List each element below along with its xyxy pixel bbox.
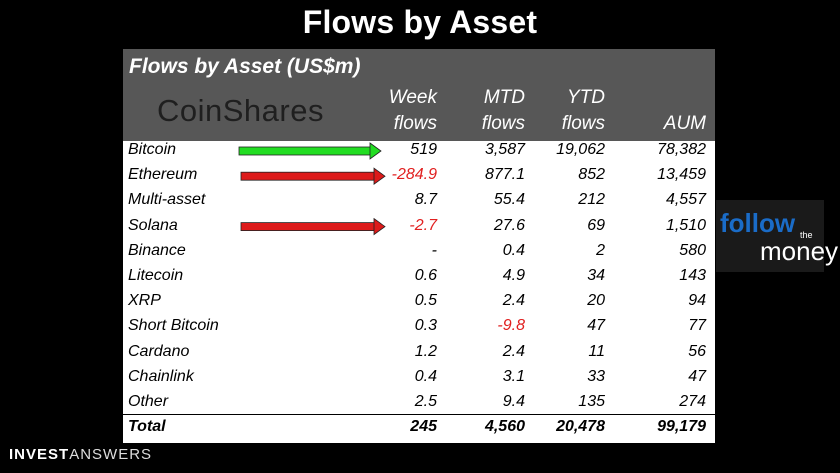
column-header-2: MTD flows: [435, 85, 525, 137]
mtd-value: 3.1: [502, 367, 525, 385]
ytd-value: 34: [587, 267, 605, 284]
asset-name: Bitcoin: [128, 141, 177, 158]
column-header-4: AUM: [616, 85, 706, 137]
ytd-value: 19,062: [556, 141, 605, 158]
week-value: 2.5: [414, 393, 437, 410]
the-word: the: [800, 230, 813, 240]
brand-bold: INVEST: [9, 446, 70, 463]
mtd-value: 3,587: [484, 141, 525, 158]
column-header-line2: AUM: [663, 113, 706, 134]
aum-value: 99,179: [657, 418, 706, 435]
follow-the-money-logo: follow the money: [716, 200, 838, 272]
asset-name: Short Bitcoin: [128, 317, 219, 335]
asset-name: Chainlink: [128, 367, 194, 385]
asset-name: Other: [128, 393, 169, 410]
mtd-value: 55.4: [493, 191, 525, 209]
ytd-value: 69: [587, 216, 605, 234]
aum-value: 1,510: [665, 216, 706, 234]
mtd-value: 4,560: [484, 418, 525, 435]
ytd-value: 20,478: [556, 418, 605, 435]
week-value: 0.5: [414, 292, 437, 310]
column-header-3: YTD flows: [515, 85, 605, 137]
aum-value: 47: [688, 367, 706, 385]
week-value: 245: [410, 418, 437, 435]
table-caption: Flows by Asset (US$m): [129, 55, 361, 78]
week-value: 519: [410, 141, 437, 158]
week-value: 8.7: [414, 191, 437, 209]
total-divider: [123, 414, 715, 415]
mtd-value: -9.8: [497, 317, 525, 335]
asset-name: Litecoin: [128, 267, 184, 284]
asset-name: Ethereum: [128, 166, 198, 184]
mtd-value: 4.9: [502, 267, 525, 284]
column-header-line1: [616, 85, 706, 111]
aum-value: 274: [679, 393, 706, 410]
ytd-value: 11: [588, 342, 605, 360]
mtd-value: 2.4: [502, 342, 525, 360]
ytd-value: 212: [578, 191, 605, 209]
mtd-value: 2.4: [502, 292, 525, 310]
investanswers-logo: INVESTANSWERS: [9, 446, 152, 463]
mtd-value: 877.1: [484, 166, 525, 184]
asset-name: Multi-asset: [128, 191, 206, 209]
column-header-line2: flows: [393, 113, 437, 134]
follow-word: follow: [720, 208, 796, 238]
aum-value: 13,459: [657, 166, 706, 184]
mtd-value: 9.4: [502, 393, 525, 410]
ytd-value: 2: [596, 241, 605, 259]
column-header-line2: flows: [561, 113, 605, 134]
aum-value: 94: [688, 292, 706, 310]
flows-table: Flows by Asset (US$m) CoinShares Week flo…: [123, 49, 715, 443]
ytd-value: 135: [578, 393, 605, 410]
green-arrow: [238, 142, 382, 160]
coinshares-logo: CoinShares: [157, 93, 324, 128]
asset-name: XRP: [128, 292, 161, 310]
column-header-line1: Week: [388, 87, 437, 108]
aum-value: 78,382: [657, 141, 706, 158]
week-value: -2.7: [409, 216, 437, 234]
week-value: -284.9: [391, 166, 437, 184]
brand-light: ANSWERS: [69, 446, 153, 463]
red-arrow: [240, 217, 386, 236]
week-value: 0.6: [414, 267, 437, 284]
asset-name: Solana: [128, 216, 178, 234]
column-header-line1: MTD: [483, 87, 525, 108]
page-title: Flows by Asset: [302, 4, 538, 40]
asset-name: Cardano: [128, 342, 190, 360]
aum-value: 77: [688, 317, 706, 335]
mtd-value: 27.6: [493, 216, 525, 234]
week-value: 0.4: [414, 367, 437, 385]
week-value: 1.2: [414, 342, 437, 360]
money-word: money: [760, 236, 839, 266]
ytd-value: 47: [587, 317, 605, 335]
red-arrow: [240, 167, 386, 185]
aum-value: 143: [679, 267, 706, 284]
ytd-value: 33: [587, 367, 605, 385]
week-value: -: [431, 241, 437, 259]
ytd-value: 852: [578, 166, 605, 184]
mtd-value: 0.4: [502, 241, 525, 259]
asset-name: Total: [128, 418, 166, 435]
column-header-line2: flows: [481, 113, 525, 134]
aum-value: 580: [679, 241, 706, 259]
asset-name: Binance: [128, 241, 186, 259]
aum-value: 4,557: [665, 191, 706, 209]
column-header-line1: YTD: [567, 87, 605, 108]
table-header: Flows by Asset (US$m) CoinShares Week flo…: [123, 49, 715, 141]
week-value: 0.3: [414, 317, 437, 335]
column-header-1: Week flows: [347, 85, 437, 137]
ytd-value: 20: [587, 292, 605, 310]
aum-value: 56: [688, 342, 706, 360]
